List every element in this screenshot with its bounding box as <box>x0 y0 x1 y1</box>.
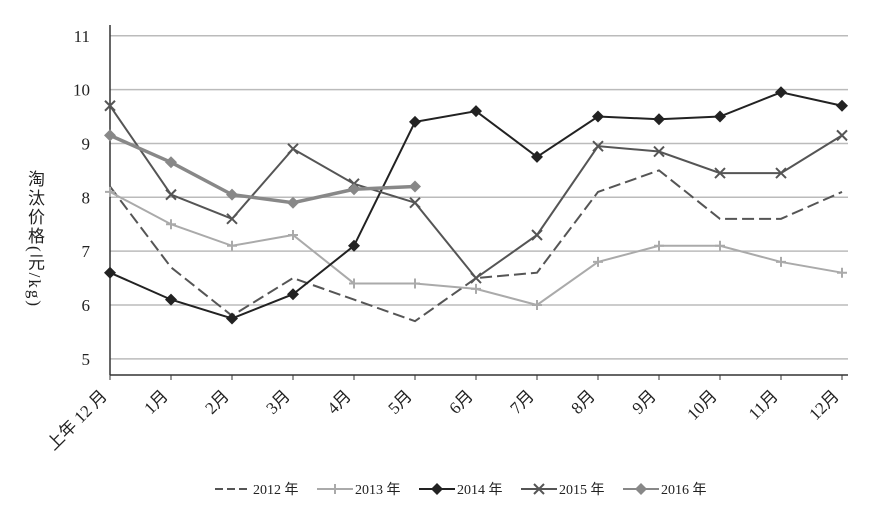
point <box>409 196 421 209</box>
x-tick-label: 8月 <box>567 386 598 417</box>
y-tick-label: 7 <box>82 242 91 261</box>
legend-label: 2016 年 <box>661 482 707 498</box>
y-tick-label: 8 <box>82 188 91 207</box>
point <box>288 230 298 240</box>
point <box>471 283 481 294</box>
point <box>287 288 299 301</box>
x-tick-label: 4月 <box>323 386 354 417</box>
point <box>104 129 116 142</box>
point <box>105 186 115 197</box>
point <box>287 196 299 209</box>
point <box>348 239 360 252</box>
x-tick-label: 6月 <box>445 386 476 417</box>
point <box>714 110 726 123</box>
y-axis-label: 淘汰价格(元/kg) <box>25 170 44 309</box>
point <box>165 188 177 201</box>
point <box>226 312 238 325</box>
point <box>226 188 238 201</box>
point <box>654 240 664 251</box>
point <box>635 483 647 495</box>
y-tick-label: 10 <box>73 81 90 100</box>
point <box>227 240 237 251</box>
x-tick-label: 12月 <box>805 386 842 423</box>
point <box>166 219 176 230</box>
point <box>775 86 787 99</box>
point <box>775 167 787 179</box>
point <box>531 150 543 163</box>
x-tick-label: 10月 <box>683 386 720 423</box>
point <box>104 100 116 112</box>
point <box>592 140 604 152</box>
point <box>836 99 848 112</box>
x-tick-label: 2月 <box>201 386 232 417</box>
y-tick-label: 6 <box>82 296 91 315</box>
point <box>226 213 238 225</box>
point <box>165 156 177 169</box>
x-tick-label: 上年 12 月 <box>43 386 111 454</box>
point <box>714 167 726 179</box>
point <box>104 266 116 279</box>
point <box>715 240 725 251</box>
x-tick-label: 3月 <box>262 386 293 417</box>
point <box>431 483 443 495</box>
point <box>533 483 545 495</box>
point <box>653 145 665 158</box>
x-tick-label: 9月 <box>628 386 659 417</box>
point <box>409 115 421 128</box>
series-line <box>109 105 843 280</box>
x-tick-label: 11月 <box>745 386 782 423</box>
x-tick-label: 7月 <box>506 386 537 417</box>
x-tick-label: 5月 <box>384 386 415 417</box>
point <box>653 113 665 126</box>
point <box>165 293 177 306</box>
legend-label: 2015 年 <box>559 482 605 498</box>
point <box>348 183 360 196</box>
point <box>330 484 340 494</box>
point <box>776 256 786 267</box>
point <box>470 105 482 118</box>
point <box>836 129 848 142</box>
point <box>837 267 847 278</box>
series-line <box>109 133 416 205</box>
point <box>593 256 603 267</box>
series-line <box>109 169 843 323</box>
point <box>287 143 299 155</box>
point <box>531 229 543 241</box>
legend-label: 2014 年 <box>457 482 503 498</box>
legend-label: 2013 年 <box>355 482 401 498</box>
y-tick-label: 9 <box>82 134 91 153</box>
legend-label: 2012 年 <box>253 482 299 498</box>
point <box>470 272 482 284</box>
x-tick-label: 1月 <box>140 386 171 417</box>
point <box>410 278 420 289</box>
y-tick-label: 11 <box>74 27 90 46</box>
y-tick-label: 5 <box>82 350 91 369</box>
point <box>532 300 542 310</box>
point <box>409 180 421 193</box>
point <box>349 278 359 289</box>
point <box>592 110 604 123</box>
